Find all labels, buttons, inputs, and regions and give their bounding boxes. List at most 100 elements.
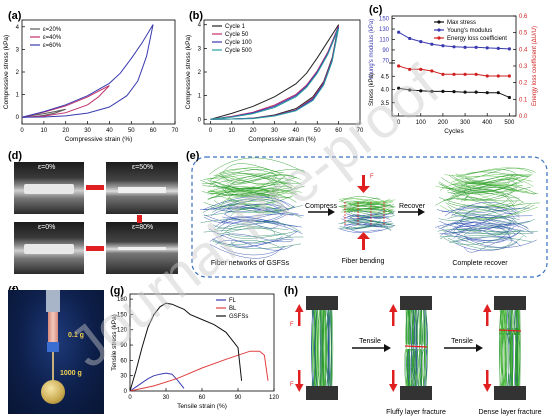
panel-h-schematic: Tensile Tensile F F Fluffy layer fractur… [290,296,542,416]
panel-label-d: (d) [8,150,23,162]
fiber [448,174,530,183]
caption-fiber-bending: Fiber bending [342,258,385,265]
legend-label: Energy loss coefficient [447,36,507,42]
fracture-mark [404,345,428,348]
fiber [354,214,389,219]
fiber [347,218,394,224]
fiber [445,202,540,212]
fracture-mark [498,329,522,332]
fiber [441,176,529,192]
data-point [485,74,489,78]
fiber [347,208,395,213]
fiber [423,309,425,387]
fiber [435,223,514,233]
fiber [322,309,325,387]
fiber [216,226,276,235]
fiber [209,157,306,175]
fiber [459,218,514,226]
fiber [454,190,535,201]
data-point [397,30,401,34]
x-tick-label: 70 [357,128,364,134]
force-arrow-up [486,310,489,326]
panel-label-e: (e) [186,150,200,162]
fiber [518,332,521,387]
fiber [406,348,409,387]
fiber [441,179,517,190]
label-weight-small: 0.1 g [68,332,84,339]
x-tick-label: 0 [209,128,213,134]
fiber [464,189,514,203]
fiber-network-2 [338,196,396,234]
fiber [311,309,313,387]
fiber [202,199,285,213]
label-weight-large: 1000 g [60,370,82,377]
clamp-top [400,296,432,310]
fiber [347,208,393,217]
fiber [516,332,518,387]
fiber [347,213,395,217]
fiber [443,198,518,208]
legend-label: Cycle 500 [225,48,252,54]
fiber [450,186,519,194]
fiber [219,169,305,182]
y-tick-label: 1 [16,93,20,99]
fiber [347,204,396,210]
fiber [222,213,304,219]
legend-label: FL [229,298,237,304]
fiber [227,231,285,237]
fiber [203,214,286,225]
x-axis-label: Compressive strain (%) [248,136,316,143]
force-arrow-down [392,370,395,386]
y-tick-label: 4 [198,23,202,29]
fiber [208,173,293,190]
y-tick-label-right: 0.2 [519,81,528,87]
fiber [210,205,303,214]
fiber [314,309,317,387]
fiber [466,171,516,178]
x-tick-label: 0 [397,120,401,126]
fiber [423,309,426,387]
fiber [457,235,524,248]
fiber [347,219,396,226]
x-tick-label: 10 [41,128,48,134]
fiber [419,348,422,387]
x-tick-label: 100 [416,120,427,126]
series-line-4 [210,28,340,120]
fiber [418,348,421,387]
fiber [509,332,513,387]
photo-hanging-weight: 0.1 g 1000 g [8,290,104,414]
fiber [331,309,334,387]
fiber [203,206,282,216]
fiber [418,309,420,387]
fiber [226,182,300,190]
fiber [447,237,513,250]
x-tick-label: 200 [438,120,449,126]
y-axis-label-right: Energy loss coefficient (ΔU/U) [532,26,538,106]
fiber [415,309,418,387]
fiber [346,225,392,230]
legend-label: Cycle 100 [225,40,252,46]
data-point [452,72,456,76]
fiber [223,203,285,215]
fiber [322,309,324,387]
fiber [313,309,316,387]
force-arrow-down [486,370,489,386]
force-arrow-bottom [357,232,370,250]
fiber-network-3 [435,167,540,253]
clamp-bottom [306,386,338,400]
fiber [203,212,299,224]
fiber [201,174,283,185]
fiber [222,218,279,229]
compress-arrow [308,208,335,216]
fiber [317,309,319,387]
fiber [210,192,277,200]
fiber [439,205,538,219]
data-point [485,91,489,95]
fiber [437,229,534,234]
panel-d-arrows [86,185,142,251]
legend-label: GSFSs [229,314,248,320]
y-axis-label: Tensile stress (kPa) [111,314,118,371]
fiber [203,228,289,233]
legend-label: ε=40% [43,35,62,41]
clamp-bottom [400,386,432,400]
